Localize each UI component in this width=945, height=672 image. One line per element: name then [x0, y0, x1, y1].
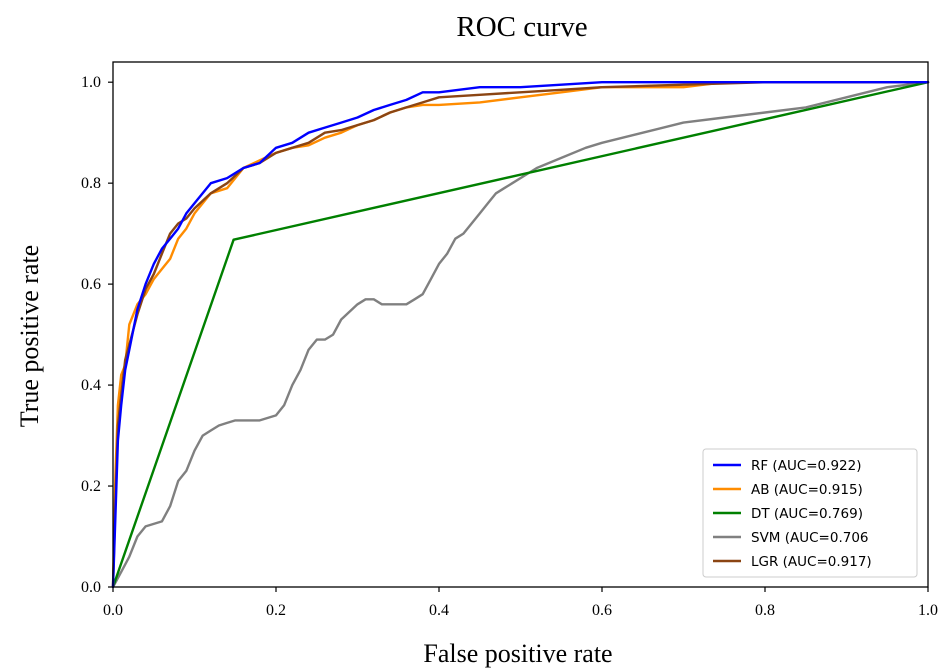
- series-line-dt: [111, 80, 930, 589]
- plot-frame: [112, 61, 929, 588]
- x-axis-label: False positive rate: [423, 639, 612, 668]
- x-tick-label: 0.0: [103, 602, 123, 619]
- y-axis: 0.0 0.2 0.4 0.6 0.8 1.0: [81, 74, 113, 596]
- legend-label: RF (AUC=0.922): [751, 458, 861, 474]
- chart-title: ROC curve: [456, 11, 587, 43]
- y-tick-label: 0.8: [81, 175, 101, 192]
- y-tick-label: 0.4: [81, 377, 101, 394]
- y-tick-label: 1.0: [81, 74, 101, 91]
- y-tick-label: 0.0: [81, 579, 101, 596]
- plot-area: [111, 80, 930, 589]
- y-tick-label: 0.6: [81, 276, 101, 293]
- x-tick-label: 0.8: [755, 602, 775, 619]
- x-axis: 0.0 0.2 0.4 0.6 0.8 1.0: [103, 587, 938, 619]
- x-tick-label: 0.2: [266, 602, 286, 619]
- legend: RF (AUC=0.922) AB (AUC=0.915) DT (AUC=0.76…: [702, 448, 918, 578]
- legend-label: AB (AUC=0.915): [751, 482, 863, 498]
- x-tick-label: 0.4: [429, 602, 449, 619]
- series-line-rf: [111, 80, 930, 589]
- series-line-svm: [111, 80, 930, 589]
- legend-label: SVM (AUC=0.706: [751, 530, 869, 546]
- legend-label: LGR (AUC=0.917): [751, 554, 872, 570]
- y-axis-label: True positive rate: [15, 245, 44, 427]
- x-tick-label: 1.0: [918, 602, 938, 619]
- legend-box: [702, 448, 918, 578]
- y-tick-label: 0.2: [81, 478, 101, 495]
- legend-label: DT (AUC=0.769): [751, 506, 863, 522]
- x-tick-label: 0.6: [592, 602, 612, 619]
